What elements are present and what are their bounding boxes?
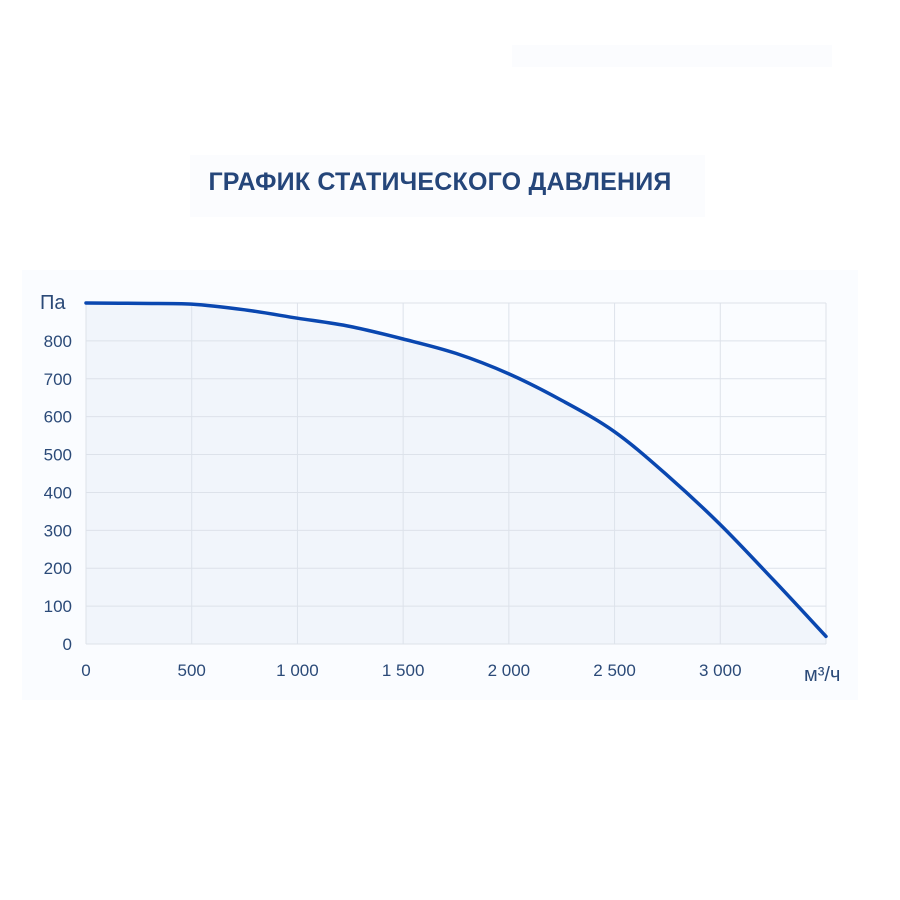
x-tick-labels: 0 500 1 000 1 500 2 000 2 500 3 000 <box>81 661 741 680</box>
x-axis-unit-label: м³/ч <box>804 664 840 686</box>
y-tick-label: 600 <box>44 408 72 427</box>
x-tick-label: 1 000 <box>276 661 319 680</box>
y-tick-label: 700 <box>44 370 72 389</box>
y-tick-label: 100 <box>44 597 72 616</box>
y-tick-label: 200 <box>44 559 72 578</box>
x-tick-label: 500 <box>178 661 206 680</box>
y-tick-label: 0 <box>63 635 72 654</box>
x-tick-label: 0 <box>81 661 90 680</box>
x-tick-label: 2 500 <box>593 661 636 680</box>
y-axis-unit-label: Па <box>40 292 66 314</box>
y-tick-labels: 0 100 200 300 400 500 600 700 800 <box>44 332 72 654</box>
y-tick-label: 500 <box>44 446 72 465</box>
y-tick-label: 300 <box>44 521 72 540</box>
y-tick-label: 400 <box>44 483 72 502</box>
top-decor-band <box>512 45 832 67</box>
pressure-curve <box>84 301 828 639</box>
area-under-curve <box>86 303 826 644</box>
x-tick-label: 3 000 <box>699 661 742 680</box>
title-background <box>190 155 705 217</box>
x-tick-label: 2 000 <box>488 661 531 680</box>
y-tick-label: 800 <box>44 332 72 351</box>
chart-title: ГРАФИК СТАТИЧЕСКОГО ДАВЛЕНИЯ <box>208 168 672 196</box>
grid <box>85 302 827 645</box>
x-tick-label: 1 500 <box>382 661 425 680</box>
